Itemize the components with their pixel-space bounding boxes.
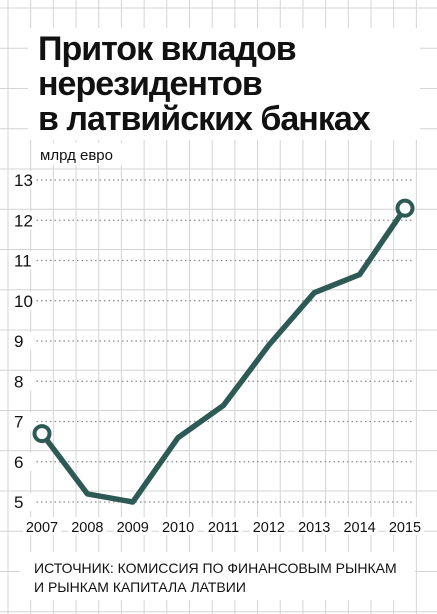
series-end-markers — [32, 198, 415, 444]
y-tick-backdrop-8 — [12, 372, 34, 391]
x-tick-labels: 2007 2008 2009 2010 2011 2012 2013 2014 2015 — [23, 517, 424, 536]
y-axis-unit-label: млрд евро — [40, 147, 113, 164]
y-tick-5: 5 — [14, 493, 23, 512]
y-tick-10: 10 — [14, 292, 33, 311]
x-tick-backdrop-2013 — [295, 517, 334, 535]
y-tick-6: 6 — [14, 453, 23, 472]
x-tick-2009: 2009 — [117, 520, 149, 536]
source-note-line-1: ИСТОЧНИК: КОМИССИЯ ПО ФИНАНСОВЫМ РЫНКАМ — [34, 560, 397, 576]
y-tick-backdrop-5 — [12, 493, 34, 511]
x-tick-2008: 2008 — [71, 520, 103, 536]
chart-title-line-1: Приток вкладов — [38, 30, 296, 68]
x-tick-backdrop-2014 — [340, 517, 379, 535]
chart-title-line-3: в латвийских банках — [38, 100, 371, 138]
y-tick-backdrop-10 — [12, 291, 34, 310]
source-note-line-2: И РЫНКАМ КАПИТАЛА ЛАТВИИ — [34, 579, 246, 595]
x-tick-2007: 2007 — [26, 520, 58, 536]
x-tick-2012: 2012 — [253, 520, 285, 536]
unit-label-backdrop — [34, 143, 126, 165]
x-tick-2011: 2011 — [208, 520, 239, 536]
source-backdrop — [20, 552, 415, 600]
x-tick-backdrop-2012 — [249, 517, 288, 535]
chart-title-line-2: нерезидентов — [38, 65, 262, 103]
horizontal-gridlines — [32, 179, 412, 503]
y-tick-backdrop-11 — [12, 251, 34, 270]
series-line — [39, 205, 408, 505]
x-tick-backdrop-2010 — [159, 517, 198, 535]
y-tick-backdrop-7 — [12, 412, 34, 431]
y-tick-11: 11 — [14, 252, 32, 271]
x-tick-backdrop-2007 — [23, 517, 61, 535]
y-tick-backdrop-9 — [12, 332, 34, 350]
x-tick-backdrop-2009 — [113, 517, 152, 535]
y-tick-backdrop-12 — [12, 211, 34, 230]
data-point-2007 — [32, 424, 52, 444]
x-tick-backdrop-2015 — [386, 517, 424, 535]
y-tick-9: 9 — [14, 332, 23, 351]
x-tick-2015: 2015 — [389, 520, 421, 536]
y-tick-backdrop-6 — [12, 452, 34, 471]
y-tick-backdrop-13 — [12, 171, 34, 189]
x-tick-2013: 2013 — [298, 520, 330, 536]
y-tick-7: 7 — [14, 413, 23, 432]
x-tick-backdrop-2008 — [68, 517, 107, 535]
data-point-2015 — [395, 198, 415, 218]
x-tick-2010: 2010 — [162, 520, 194, 536]
x-tick-backdrop-2011 — [204, 517, 243, 535]
y-tick-12: 12 — [14, 211, 33, 230]
title-backdrop — [28, 28, 420, 140]
x-tick-2014: 2014 — [343, 520, 375, 536]
y-tick-labels: 5 6 7 8 9 10 11 12 13 — [12, 171, 34, 512]
y-tick-8: 8 — [14, 372, 23, 391]
y-tick-13: 13 — [14, 171, 33, 190]
